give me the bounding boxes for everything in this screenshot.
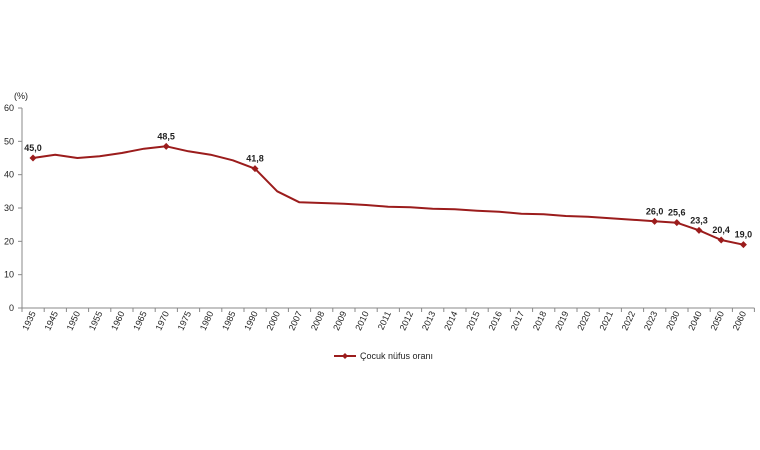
x-tick-label: 1945 xyxy=(42,310,60,332)
y-tick-label: 50 xyxy=(4,136,14,146)
x-tick-label: 1975 xyxy=(176,310,194,332)
x-tick-label: 2014 xyxy=(442,310,460,332)
x-tick-label: 2021 xyxy=(597,310,615,332)
x-tick-label: 1980 xyxy=(198,310,216,332)
x-tick-label: 2015 xyxy=(464,310,482,332)
data-label: 23,3 xyxy=(690,215,708,225)
data-label: 26,0 xyxy=(646,206,664,216)
x-tick-label: 2011 xyxy=(376,310,393,332)
y-axis-unit-label: (%) xyxy=(14,91,28,101)
x-tick-label: 1965 xyxy=(131,310,149,332)
x-tick-label: 2022 xyxy=(620,310,638,332)
x-tick-label: 2010 xyxy=(353,310,371,332)
x-tick-label: 2007 xyxy=(287,310,305,332)
y-tick-label: 40 xyxy=(4,170,14,180)
legend-label: Çocuk nüfus oranı xyxy=(360,351,433,361)
x-tick-label: 2060 xyxy=(731,310,749,332)
data-point-marker xyxy=(695,226,703,234)
y-tick-label: 30 xyxy=(4,203,14,213)
x-axis-ticks: 1935 1945 1950 1955 1960 1965 1970 1975 1980 1985… xyxy=(20,308,755,332)
y-tick-label: 60 xyxy=(4,103,14,113)
data-label: 20,4 xyxy=(712,225,730,235)
data-point-marker xyxy=(717,236,725,244)
x-tick-label: 1960 xyxy=(109,310,127,332)
x-tick-label: 2018 xyxy=(531,310,549,332)
x-tick-label: 2009 xyxy=(331,310,349,332)
x-tick-label: 2050 xyxy=(708,310,726,332)
x-tick-label: 2019 xyxy=(553,310,571,332)
data-point-marker xyxy=(251,165,259,173)
y-tick-label: 20 xyxy=(4,236,14,246)
y-tick-label: 10 xyxy=(4,270,14,280)
data-label: 48,5 xyxy=(157,131,175,141)
x-tick-label: 1950 xyxy=(65,310,83,332)
data-label: 19,0 xyxy=(735,230,753,240)
data-point-marker xyxy=(651,217,659,225)
data-label: 45,0 xyxy=(24,143,42,153)
x-tick-label: 2023 xyxy=(642,310,660,332)
series-polyline xyxy=(32,145,744,246)
data-point-marker xyxy=(739,241,747,249)
data-label: 41,8 xyxy=(246,154,264,164)
x-tick-label: 1990 xyxy=(242,310,260,332)
x-tick-label: 2040 xyxy=(686,310,704,332)
data-point-marker xyxy=(162,142,170,150)
x-tick-label: 2000 xyxy=(264,310,282,332)
x-tick-label: 1955 xyxy=(87,310,105,332)
legend: Çocuk nüfus oranı xyxy=(334,351,433,361)
axes xyxy=(21,108,755,309)
x-tick-label: 2030 xyxy=(664,310,682,332)
x-tick-label: 2012 xyxy=(398,310,416,332)
x-tick-label: 2013 xyxy=(420,310,438,332)
y-tick-label: 0 xyxy=(9,303,14,313)
x-tick-label: 2008 xyxy=(309,310,327,332)
legend-diamond-marker xyxy=(342,353,348,359)
x-tick-label: 1935 xyxy=(20,310,38,332)
series-line xyxy=(29,142,747,249)
x-tick-label: 1985 xyxy=(220,310,238,332)
x-tick-label: 2017 xyxy=(509,310,527,332)
x-tick-label: 2020 xyxy=(575,310,593,332)
y-axis-ticks: 0 10 20 30 40 50 60 xyxy=(4,103,22,313)
data-labels: 45,0 48,5 41,8 26,0 25,6 23,3 20,4 19,0 xyxy=(24,131,752,239)
data-point-marker xyxy=(29,154,37,162)
x-tick-label: 2016 xyxy=(486,310,504,332)
data-point-marker xyxy=(673,219,681,227)
x-tick-label: 1970 xyxy=(153,310,171,332)
data-label: 25,6 xyxy=(668,208,686,218)
